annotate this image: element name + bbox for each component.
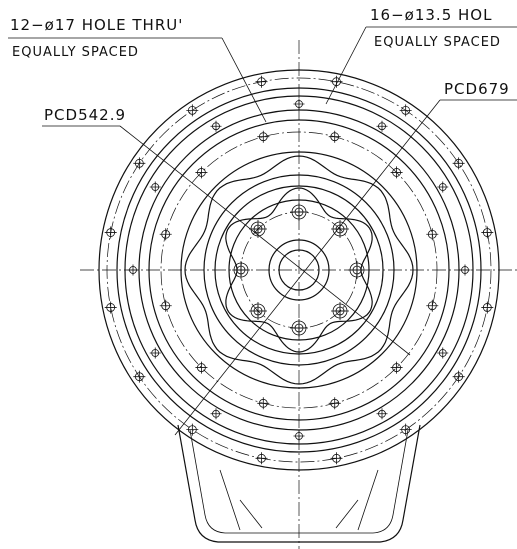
drawing: 12−ø17 HOLE THRU' EQUALLY SPACED 16−ø13.…	[0, 0, 517, 549]
hole-cross	[211, 121, 222, 132]
hole-cross	[437, 348, 448, 359]
leader	[326, 27, 366, 104]
hole-cross	[256, 76, 268, 88]
leader	[222, 38, 266, 122]
hole-cross	[133, 371, 145, 383]
hole-cross	[329, 131, 341, 143]
bolt-inner-cross	[293, 322, 305, 334]
hole-cross	[330, 452, 342, 464]
hole-cross	[294, 431, 305, 442]
annotation: 12−ø17 HOLE THRU'	[10, 16, 183, 34]
annotation-note: EQUALLY SPACED	[374, 35, 501, 50]
hole-cross	[133, 157, 145, 169]
annotation-note: EQUALLY SPACED	[12, 45, 139, 60]
hole-cross	[460, 265, 471, 276]
hole-cross	[481, 301, 493, 313]
hole-cross	[453, 157, 465, 169]
bolt-inner-cross	[293, 206, 305, 218]
hole-cross	[377, 408, 388, 419]
hole-cross	[186, 424, 198, 436]
hole-cross	[437, 182, 448, 193]
hole-cross	[426, 300, 438, 312]
hole-cross	[105, 301, 117, 313]
hole-cross	[400, 104, 412, 116]
hole-cross	[160, 300, 172, 312]
hole-cross	[150, 348, 161, 359]
hole-cross	[257, 397, 269, 409]
hole-cross	[186, 104, 198, 116]
hole-cross	[400, 424, 412, 436]
hole-cross	[377, 121, 388, 132]
leaders	[8, 27, 517, 435]
hole-cross	[256, 452, 268, 464]
hole-cross	[426, 228, 438, 240]
hole-cross	[453, 371, 465, 383]
hole-cross	[329, 397, 341, 409]
hole-cross	[128, 265, 139, 276]
hole-cross	[294, 99, 305, 110]
hole-cross	[481, 227, 493, 239]
hole-cross	[211, 408, 222, 419]
hole-cross	[160, 228, 172, 240]
annotation: PCD679	[444, 80, 510, 98]
annotation: 16−ø13.5 HOL	[370, 6, 492, 24]
hole-cross	[105, 227, 117, 239]
annotation: PCD542.9	[44, 106, 126, 124]
hole-cross	[150, 182, 161, 193]
hole-cross	[330, 76, 342, 88]
hole-cross	[257, 131, 269, 143]
